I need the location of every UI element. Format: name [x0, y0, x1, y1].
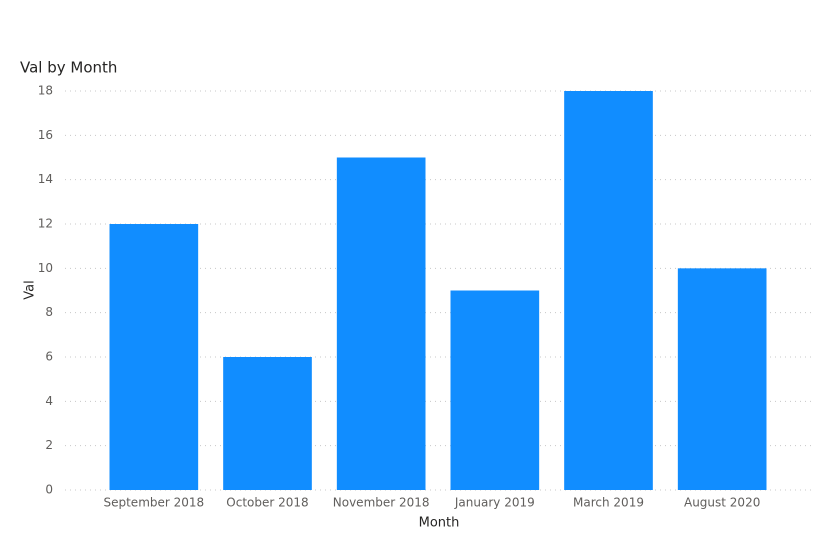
bar: [564, 91, 653, 490]
y-tick-label: 2: [45, 438, 53, 452]
y-tick-label: 8: [45, 305, 53, 319]
y-tick-label: 4: [45, 394, 53, 408]
x-tick-label: March 2019: [573, 496, 644, 510]
x-tick-label: November 2018: [333, 496, 430, 510]
bar: [677, 268, 767, 490]
y-tick-label: 6: [45, 350, 53, 364]
y-tick-label: 14: [38, 172, 53, 186]
chart-title: Val by Month: [20, 59, 117, 77]
x-axis-title: Month: [419, 516, 460, 531]
bar: [336, 157, 426, 490]
x-tick-label: August 2020: [684, 496, 760, 510]
bar: [223, 357, 312, 490]
x-tick-label: January 2019: [454, 496, 535, 510]
x-tick-label: September 2018: [103, 496, 204, 510]
x-tick-label: October 2018: [226, 496, 308, 510]
y-tick-label: 12: [38, 217, 53, 231]
bar: [450, 290, 540, 490]
y-axis-title: Val: [23, 280, 38, 299]
bar: [109, 224, 199, 490]
y-tick-label: 0: [45, 483, 53, 497]
y-tick-label: 10: [38, 261, 53, 275]
y-tick-label: 18: [38, 84, 53, 98]
y-tick-label: 16: [38, 128, 53, 142]
